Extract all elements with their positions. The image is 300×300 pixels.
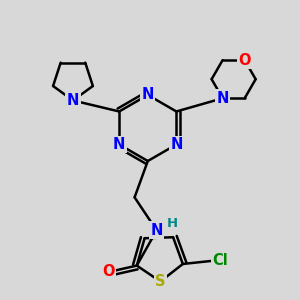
Text: S: S	[155, 274, 166, 289]
Text: N: N	[67, 93, 79, 108]
Text: N: N	[150, 223, 163, 238]
Text: N: N	[142, 88, 154, 103]
Text: H: H	[167, 217, 178, 230]
Text: O: O	[102, 264, 114, 279]
Text: Cl: Cl	[212, 253, 228, 268]
Text: O: O	[238, 52, 251, 68]
Text: N: N	[216, 91, 229, 106]
Text: N: N	[113, 137, 125, 152]
Text: N: N	[170, 137, 183, 152]
